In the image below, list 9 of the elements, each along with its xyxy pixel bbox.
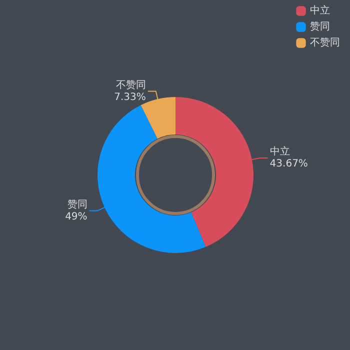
data-label: 7.33% — [114, 92, 146, 103]
data-label: 43.67% — [270, 158, 308, 170]
data-label: 49% — [65, 211, 88, 222]
legend-label: 中立 — [310, 4, 330, 17]
slice-label: 中立 — [270, 146, 290, 158]
legend-label: 赞同 — [310, 20, 330, 33]
slice-label: 赞同 — [67, 198, 88, 210]
legend-label: 不赞同 — [310, 36, 340, 49]
slice-label: 不赞同 — [116, 78, 146, 91]
